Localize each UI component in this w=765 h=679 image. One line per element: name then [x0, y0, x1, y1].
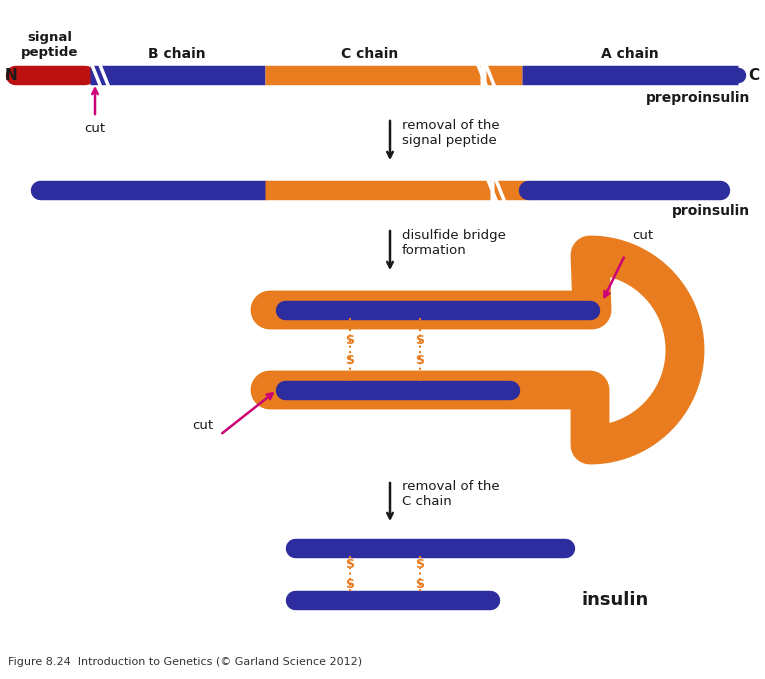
Text: S: S: [346, 557, 354, 570]
Text: cut: cut: [192, 419, 213, 432]
Text: A chain: A chain: [601, 47, 659, 61]
Text: S: S: [346, 578, 354, 591]
Text: removal of the
C chain: removal of the C chain: [402, 480, 500, 508]
Text: Figure 8.24  Introduction to Genetics (© Garland Science 2012): Figure 8.24 Introduction to Genetics (© …: [8, 657, 362, 667]
Text: preproinsulin: preproinsulin: [646, 91, 750, 105]
Text: B chain: B chain: [148, 47, 206, 61]
Text: removal of the
signal peptide: removal of the signal peptide: [402, 119, 500, 147]
Text: proinsulin: proinsulin: [672, 204, 750, 218]
Text: S: S: [346, 354, 354, 367]
Text: disulfide bridge
formation: disulfide bridge formation: [402, 229, 506, 257]
Text: S: S: [415, 578, 425, 591]
Text: cut: cut: [84, 122, 106, 135]
Text: S: S: [415, 333, 425, 346]
Text: cut: cut: [632, 229, 653, 242]
Text: S: S: [346, 333, 354, 346]
Text: C: C: [748, 67, 759, 83]
Text: S: S: [415, 354, 425, 367]
Text: signal
peptide: signal peptide: [21, 31, 79, 59]
Text: insulin: insulin: [582, 591, 649, 609]
Text: N: N: [5, 67, 18, 83]
Text: C chain: C chain: [341, 47, 399, 61]
Text: S: S: [415, 557, 425, 570]
